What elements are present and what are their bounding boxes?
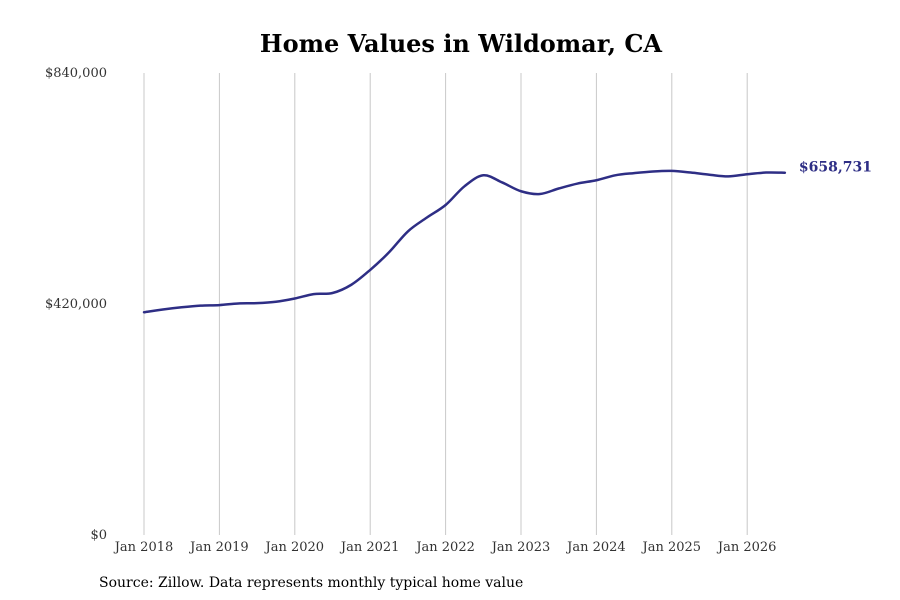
x-tick-label: Jan 2019 xyxy=(188,540,249,555)
source-note: Source: Zillow. Data represents monthly … xyxy=(99,575,523,591)
x-tick-label: Jan 2022 xyxy=(414,540,475,555)
chart-title: Home Values in Wildomar, CA xyxy=(260,29,663,58)
y-tick-label: $420,000 xyxy=(45,297,107,312)
x-tick-label: Jan 2024 xyxy=(565,540,626,555)
end-value-label: $658,731 xyxy=(799,160,872,176)
grid-lines xyxy=(143,73,748,535)
home-value-line xyxy=(142,169,787,314)
y-axis-ticks: $0 $420,000 $840,000 xyxy=(45,66,107,543)
series-group xyxy=(142,169,787,314)
x-tick-label: Jan 2018 xyxy=(113,540,174,555)
y-tick-label: $840,000 xyxy=(45,66,107,81)
x-tick-label: Jan 2020 xyxy=(264,540,325,555)
x-axis-ticks: Jan 2018 Jan 2019 Jan 2020 Jan 2021 Jan 2022… xyxy=(113,540,777,555)
x-tick-label: Jan 2025 xyxy=(641,540,702,555)
x-tick-label: Jan 2026 xyxy=(716,540,777,555)
x-tick-label: Jan 2023 xyxy=(490,540,551,555)
x-tick-label: Jan 2021 xyxy=(339,540,400,555)
y-tick-label: $0 xyxy=(90,528,107,543)
